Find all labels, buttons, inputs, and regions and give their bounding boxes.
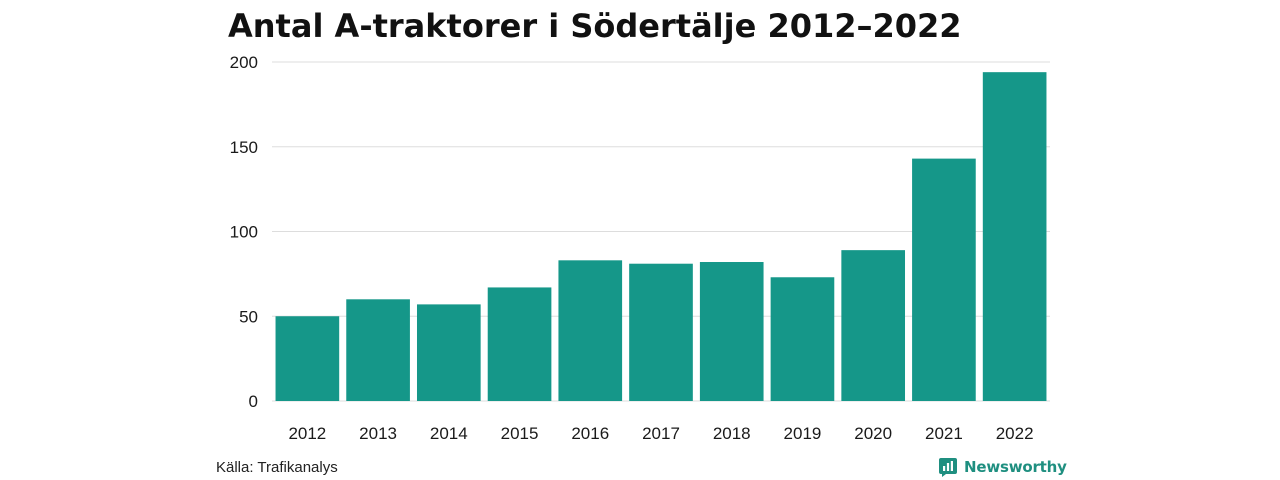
- x-tick-label: 2020: [854, 424, 892, 443]
- source-note: Källa: Trafikanalys: [216, 459, 338, 476]
- x-tick-label: 2021: [925, 424, 963, 443]
- bar-2015: [487, 287, 552, 401]
- x-tick-label: 2016: [571, 424, 609, 443]
- y-axis-ticks: 0 50 100 150 200: [230, 53, 258, 411]
- bar-2019: [770, 277, 835, 401]
- y-tick-label: 150: [230, 138, 258, 157]
- y-tick-label: 50: [239, 307, 258, 326]
- bar-2022: [982, 72, 1047, 402]
- x-tick-label: 2022: [996, 424, 1034, 443]
- bar-2020: [841, 250, 906, 401]
- y-tick-label: 100: [230, 223, 258, 242]
- bars: [275, 72, 1047, 402]
- bar-2014: [416, 304, 481, 401]
- x-tick-label: 2012: [288, 424, 326, 443]
- x-tick-label: 2018: [713, 424, 751, 443]
- bar-2016: [558, 260, 623, 401]
- x-tick-label: 2019: [784, 424, 822, 443]
- chart-title: Antal A-traktorer i Södertälje 2012–2022: [228, 7, 962, 45]
- bar-2013: [346, 299, 410, 401]
- brand-logo: Newsworthy: [938, 456, 1067, 478]
- x-tick-label: 2014: [430, 424, 468, 443]
- newsworthy-logo-icon: [939, 458, 957, 477]
- x-axis-ticks: 2012 2013 2014 2015 2016 2017 2018 2019 2020 2021…: [288, 424, 1033, 443]
- bar-2017: [629, 263, 693, 401]
- x-tick-label: 2015: [501, 424, 539, 443]
- bar-2018: [699, 262, 764, 401]
- y-tick-label: 200: [230, 53, 258, 72]
- x-tick-label: 2017: [642, 424, 680, 443]
- brand-name: Newsworthy: [964, 458, 1067, 476]
- y-tick-label: 0: [249, 392, 258, 411]
- bar-2012: [275, 316, 340, 401]
- x-tick-label: 2013: [359, 424, 397, 443]
- bar-2021: [912, 158, 976, 401]
